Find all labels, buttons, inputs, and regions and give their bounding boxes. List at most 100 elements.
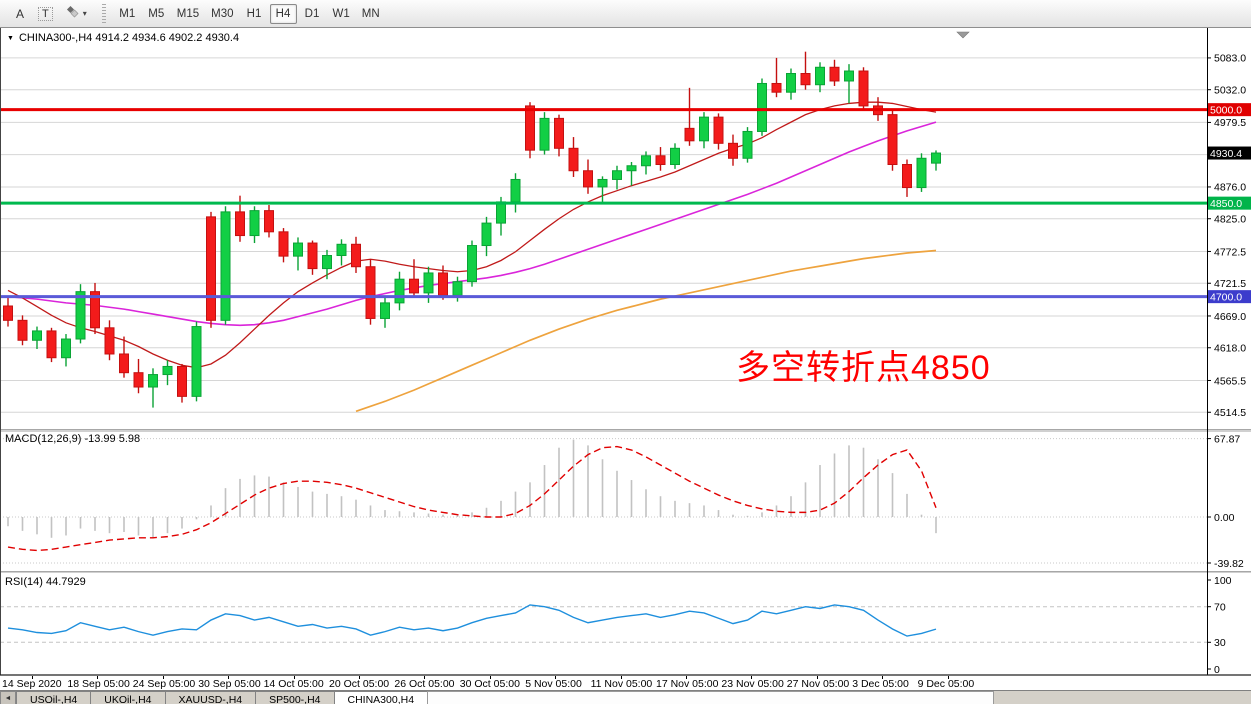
price-axis-label: 4669.0 — [1214, 311, 1246, 323]
time-axis-tick — [686, 676, 687, 679]
time-axis-tick — [947, 676, 949, 679]
time-axis-tick — [555, 676, 557, 679]
rsi-axis-label: 70 — [1214, 602, 1226, 614]
support-line-4700-price-tag — [1207, 290, 1251, 304]
rsi-line — [7, 604, 937, 637]
time-axis-tick — [620, 676, 622, 679]
time-axis-label: 23 Nov 05:00 — [721, 678, 784, 690]
macd-indicator-label: MACD(12,26,9) -13.99 5.98 — [5, 433, 141, 445]
ma-orange-line — [355, 249, 937, 413]
timeframe-button-h4[interactable]: H4 — [269, 3, 297, 24]
time-axis-label: 26 Oct 05:00 — [394, 678, 455, 690]
price-axis-label: 4979.5 — [1214, 117, 1246, 129]
text-tool-icon: T — [38, 6, 53, 21]
time-axis[interactable]: 14 Sep 2020 18 Sep 05:00 24 Sep 05:00 30 Se… — [0, 676, 1251, 690]
time-axis-tick — [816, 676, 818, 679]
tab-bar-track — [427, 691, 995, 704]
price-axis-label: 4514.5 — [1214, 407, 1246, 419]
tab-scroll-left-button[interactable]: ◄ — [0, 691, 16, 704]
time-axis-tick — [751, 676, 753, 679]
resistance-line-5000-price-tag-label: 5000.0 — [1210, 104, 1242, 116]
time-axis-label: 14 Sep 2020 — [2, 678, 62, 690]
timeframe-button-m30[interactable]: M30 — [211, 7, 234, 20]
pane-splitter[interactable] — [0, 429, 1251, 432]
candles-layer — [3, 51, 941, 408]
arrow-objects-button[interactable]: ▾ — [60, 4, 92, 24]
ma-red-line — [7, 101, 937, 369]
text-tool-button[interactable]: T — [33, 4, 58, 24]
toolbar: A T ▾ M1 M5 M15 M30 H1 H4 D1 W1 MN — [0, 0, 1251, 28]
time-axis-tick — [97, 676, 99, 679]
rsi-axis-label: 100 — [1214, 575, 1232, 587]
symbol-dropdown-icon[interactable]: ▼ — [7, 35, 14, 42]
time-axis-label: 20 Oct 05:00 — [329, 678, 390, 690]
time-axis-tick — [882, 676, 884, 679]
macd-signal-line — [7, 445, 937, 552]
price-axis-label: 4825.0 — [1214, 214, 1246, 226]
time-axis-tick — [32, 676, 33, 679]
time-axis-label: 27 Nov 05:00 — [786, 678, 850, 690]
time-axis-tick — [162, 676, 164, 679]
price-axis-label: 5032.0 — [1214, 85, 1246, 97]
time-axis-tick — [293, 676, 295, 679]
support-line-4700-price-tag-label: 4700.0 — [1210, 291, 1242, 303]
price-axis-label: 4721.5 — [1214, 278, 1246, 290]
support-line-4850-price-tag-label: 4850.0 — [1210, 198, 1242, 210]
rsi-axis-label: 30 — [1214, 637, 1226, 649]
time-axis-tick — [424, 676, 426, 679]
chart-tab-ukoil-h4[interactable]: UKOil-,H4 — [90, 691, 166, 704]
timeframe-button-w1[interactable]: W1 — [332, 7, 350, 20]
price-axis-label: 4876.0 — [1214, 182, 1246, 194]
time-axis-label: 3 Dec 05:00 — [852, 678, 909, 690]
tab-bar-filler — [994, 691, 1251, 704]
symbol-title-text: CHINA300-,H4 4914.2 4934.6 4902.2 4930.4 — [18, 32, 240, 44]
macd-axis-label: 67.87 — [1214, 433, 1240, 445]
time-axis-label: 30 Sep 05:00 — [198, 678, 261, 690]
timeframe-button-m1[interactable]: M1 — [119, 7, 136, 20]
text-label-tool-button[interactable]: A — [9, 4, 31, 24]
current-price-tag — [1207, 146, 1251, 160]
chart-tab-bar: ◄ USOil-,H4 UKOil-,H4 XAUUSD-,H4 SP500-,H4 CH… — [0, 690, 1251, 704]
annotation-text[interactable]: 多空转折点4850 — [736, 349, 991, 387]
resistance-line-5000-price-tag — [1207, 103, 1251, 117]
time-axis-tick — [489, 676, 491, 679]
chart-tab-usoil-h4[interactable]: USOil-,H4 — [16, 691, 92, 704]
ma-magenta-line — [7, 121, 937, 327]
macd-histogram — [7, 439, 937, 538]
price-axis-label: 4618.0 — [1214, 343, 1246, 355]
chart-shift-marker-icon — [956, 31, 970, 39]
price-axis-label: 4772.5 — [1214, 246, 1246, 258]
price-axis-label: 5083.0 — [1214, 53, 1246, 65]
time-axis-label: 24 Sep 05:00 — [132, 678, 196, 690]
time-axis-label: 11 Nov 05:00 — [590, 678, 653, 690]
chart-tab-xauusd-h4[interactable]: XAUUSD-,H4 — [164, 691, 257, 704]
chart-canvas[interactable]: 5000.0 4850.0 4700.0 5083.0 5032.0 4979.5 4876… — [0, 28, 1251, 676]
time-axis-label: 5 Nov 05:00 — [525, 678, 582, 690]
timeframe-button-h1[interactable]: H1 — [246, 7, 262, 20]
chart-tab-china300-h4[interactable]: CHINA300,H4 — [333, 691, 429, 704]
time-axis-label: 9 Dec 05:00 — [917, 678, 975, 690]
time-axis-label: 17 Nov 05:00 — [656, 678, 719, 690]
chevron-down-icon: ▾ — [82, 9, 87, 18]
timeframe-toolbar: M1 M5 M15 M30 H1 H4 D1 W1 MN — [113, 3, 386, 24]
timeframe-button-m5[interactable]: M5 — [148, 7, 165, 20]
arrow-objects-icon — [65, 5, 80, 22]
price-axis-label: 4565.5 — [1214, 375, 1246, 387]
text-label-icon: A — [15, 6, 24, 21]
time-axis-label: 30 Oct 05:00 — [459, 678, 520, 690]
timeframe-button-d1[interactable]: D1 — [304, 7, 320, 20]
time-axis-tick — [228, 676, 230, 679]
chart-tab-sp500-h4[interactable]: SP500-,H4 — [255, 691, 335, 704]
timeframe-button-mn[interactable]: MN — [361, 7, 380, 20]
timeframe-button-m15[interactable]: M15 — [176, 7, 200, 20]
macd-axis-label: 0.00 — [1214, 512, 1235, 524]
time-axis-label: 18 Sep 05:00 — [67, 678, 130, 690]
pane-splitter[interactable] — [0, 571, 1251, 573]
rsi-indicator-label: RSI(14) 44.7929 — [5, 576, 86, 588]
time-axis-tick — [359, 676, 360, 679]
time-axis-label: 14 Oct 05:00 — [263, 678, 324, 690]
current-price-tag-label: 4930.4 — [1210, 148, 1242, 160]
support-line-4850-price-tag — [1207, 196, 1251, 210]
toolbar-separator — [101, 3, 106, 24]
